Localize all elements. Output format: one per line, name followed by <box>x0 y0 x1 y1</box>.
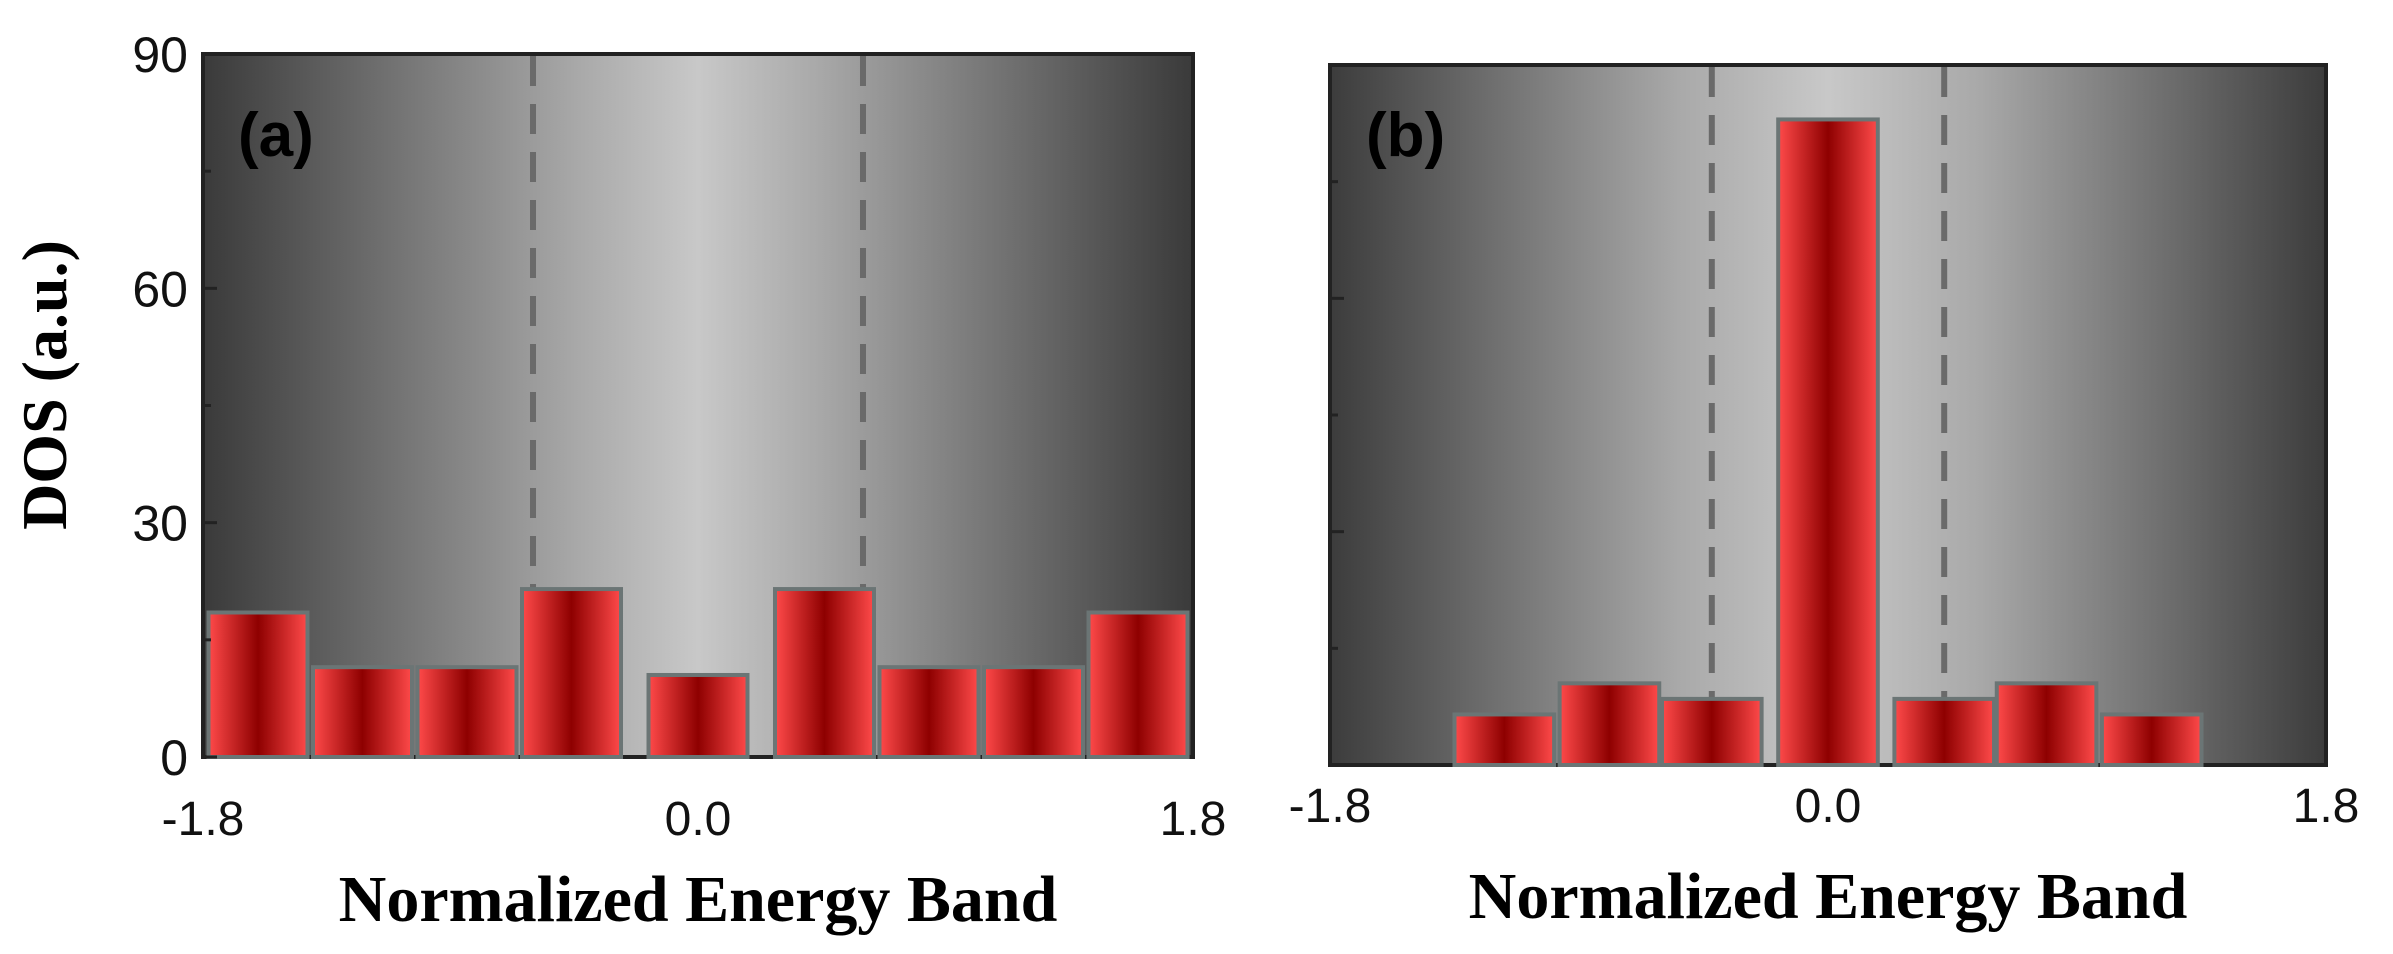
bar-b-0 <box>1452 712 1557 768</box>
bars-b <box>1452 117 2204 768</box>
x-axis-title-a: Normalized Energy Band <box>339 863 1058 936</box>
y-tick-label-a-2: 60 <box>132 261 188 317</box>
panel-label-b: (b) <box>1366 101 1445 170</box>
x-axis-ticks-b: -1.8 0.0 1.8 <box>1289 780 2360 833</box>
bar-a-8 <box>1086 610 1190 759</box>
bar-b-6 <box>2099 712 2204 768</box>
y-axis-ticks-a: 0 30 60 90 <box>132 27 217 786</box>
bars-a <box>206 587 1190 760</box>
bar-a-0 <box>206 610 310 759</box>
x-tick-label-a-1: 0.0 <box>665 793 732 846</box>
panel-label-a: (a) <box>238 101 314 170</box>
panel-a: 0 30 60 90 -1.8 0.0 1.8 (a) DOS (a.u.) Normal… <box>9 27 1226 936</box>
y-tick-label-a-1: 30 <box>132 496 188 552</box>
x-tick-label-b-2: 1.8 <box>2293 780 2360 833</box>
y-axis-ticks-b <box>1330 63 1344 767</box>
bar-a-7 <box>982 665 1085 760</box>
bar-a-3 <box>520 587 623 759</box>
bar-b-2 <box>1660 696 1764 768</box>
bar-b-1 <box>1557 681 1662 767</box>
bar-a-6 <box>877 665 981 760</box>
bar-b-4 <box>1892 696 1997 768</box>
bar-b-5 <box>1994 681 2099 767</box>
plot-area-a <box>201 52 1195 759</box>
y-tick-label-a-0: 0 <box>160 730 188 786</box>
x-axis-title-b: Normalized Energy Band <box>1469 860 2188 933</box>
bar-a-5 <box>773 587 876 759</box>
x-tick-label-a-2: 1.8 <box>1160 793 1227 846</box>
panel-b: -1.8 0.0 1.8 (b) Normalized Energy Band <box>1289 63 2360 933</box>
y-tick-label-a-3: 90 <box>132 27 188 83</box>
x-tick-label-b-1: 0.0 <box>1795 780 1862 833</box>
bar-a-4 <box>646 672 750 760</box>
dashed-lines-b <box>1708 67 1948 763</box>
bar-a-1 <box>311 665 414 760</box>
x-tick-label-a-0: -1.8 <box>162 793 245 846</box>
bar-a-2 <box>415 665 519 760</box>
bar-b-3 <box>1776 117 1880 767</box>
x-axis-ticks-a: -1.8 0.0 1.8 <box>162 793 1227 846</box>
x-tick-label-b-0: -1.8 <box>1289 780 1372 833</box>
y-axis-title: DOS (a.u.) <box>9 240 80 530</box>
